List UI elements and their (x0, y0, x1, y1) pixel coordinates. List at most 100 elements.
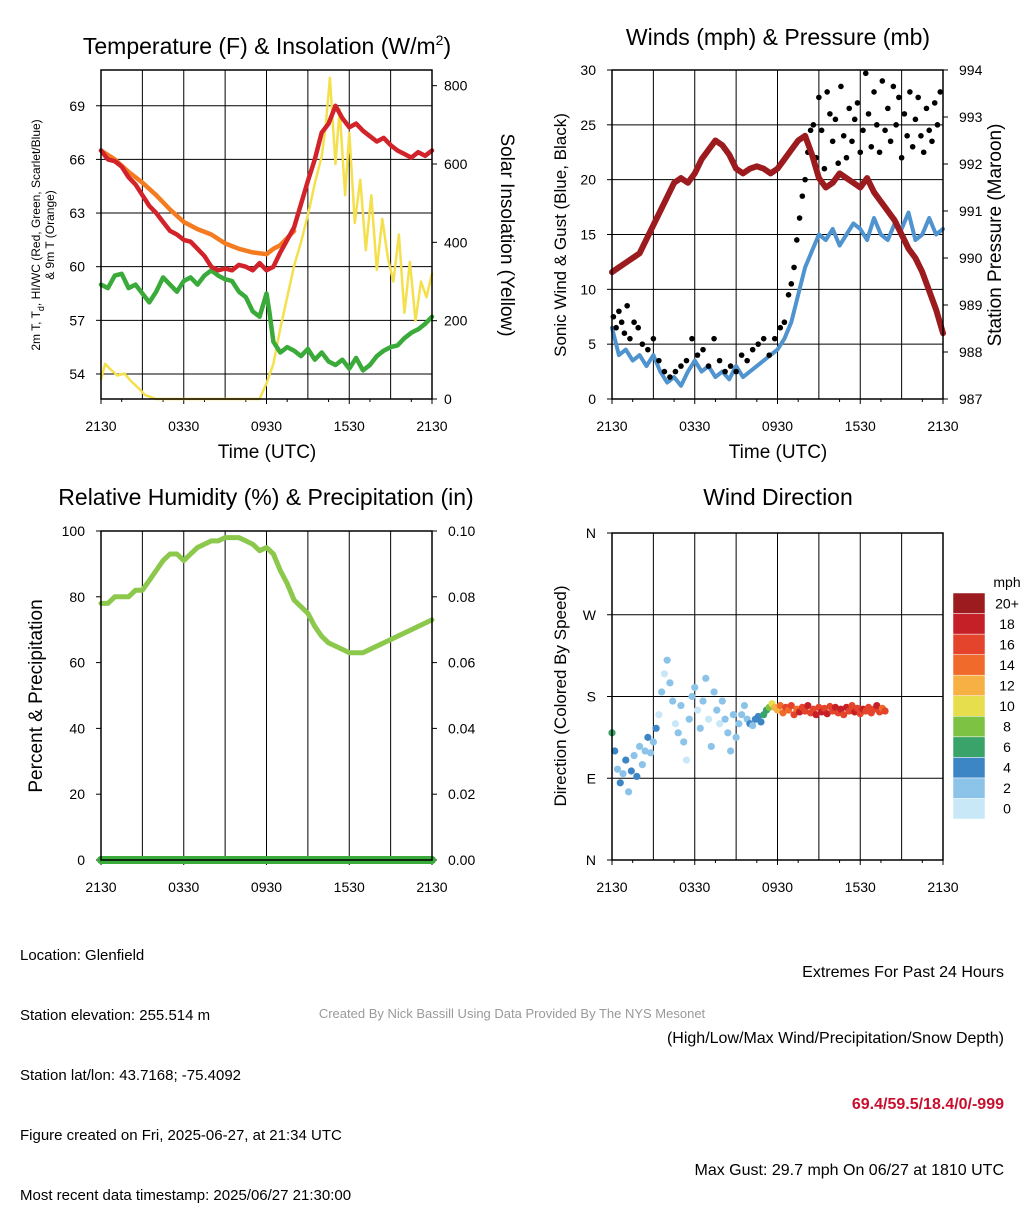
y-tick-label: 63 (69, 205, 85, 221)
wind-direction-point (696, 724, 704, 732)
y2-tick-label: 400 (444, 234, 468, 250)
wind-direction-point (823, 710, 831, 718)
wind-direction-point (704, 715, 713, 723)
gust-point (661, 368, 668, 375)
plot-frame (611, 532, 944, 861)
colorbar-tick-label: 18 (999, 616, 1015, 632)
wind-direction-point (669, 697, 677, 705)
wind-direction-point (864, 703, 873, 712)
x-tick-label: 1530 (845, 418, 876, 434)
wind-direction-point (685, 715, 693, 723)
gust-point (904, 133, 910, 139)
colorbar-swatch (952, 695, 986, 717)
gust-point (876, 149, 883, 156)
gust-point (785, 292, 792, 298)
gust-point (627, 335, 633, 342)
gust-point (887, 138, 894, 145)
x-tick-label: 2130 (596, 418, 627, 434)
y2-tick-label: 0.10 (448, 523, 475, 539)
gust-point (650, 335, 657, 342)
wind-direction-point (729, 711, 737, 719)
wind-direction-point (649, 738, 657, 746)
y2-tick-label: 0.08 (448, 589, 475, 605)
temperature-9m-line (98, 148, 297, 257)
y-tick-label: 25 (580, 117, 596, 133)
gust-point (874, 122, 880, 128)
y2-tick-label: 989 (959, 297, 983, 313)
wind-direction-point (831, 703, 840, 712)
y-tick-label: 40 (69, 720, 85, 736)
wind-direction-point (647, 749, 655, 757)
gust-point (700, 346, 706, 353)
gust-point (885, 105, 891, 112)
gust-point (635, 324, 642, 331)
temperature-2m-line (98, 103, 435, 273)
gust-point (862, 70, 869, 77)
gust-point (824, 89, 830, 95)
colorbar-tick-label: 2 (1003, 780, 1011, 796)
latlon-text: Station lat/lon: 43.7168; -75.4092 (20, 1067, 242, 1084)
gust-point (796, 215, 803, 221)
wind-direction-point (641, 747, 649, 755)
wind-direction-point (677, 701, 685, 710)
y-tick-label: 0 (588, 391, 596, 407)
wind-direction-point (820, 704, 828, 712)
colorbar-label: mph (993, 574, 1020, 590)
wind-direction-point (787, 701, 795, 710)
y-tick-label: 60 (69, 259, 85, 275)
location-text: Location: Glenfield (20, 947, 145, 964)
pressure-line (609, 132, 946, 337)
wind-direction-point (735, 720, 743, 728)
y2-tick-label: 992 (959, 156, 983, 172)
colorbar-swatch (952, 613, 986, 635)
gust-point (799, 193, 806, 199)
y-tick-label: 80 (69, 589, 85, 605)
gust-point (749, 346, 756, 353)
wind-direction-point (611, 747, 619, 755)
x-tick-label: 2130 (416, 879, 447, 895)
wind-direction-point (613, 765, 622, 773)
x-tick-label: 0330 (168, 879, 199, 895)
gust-point (882, 127, 888, 134)
wind-speed-line (610, 210, 945, 388)
wind-direction-point (727, 747, 735, 755)
y-tick-label: 10 (580, 281, 596, 297)
gust-point (733, 368, 739, 375)
gust-point (621, 330, 628, 337)
y-tick-label: 57 (69, 312, 85, 328)
gust-point (777, 324, 784, 331)
wind-direction-point (732, 733, 740, 741)
colorbar-tick-label: 14 (999, 657, 1015, 673)
gust-point (843, 154, 850, 161)
extremes-title: Extremes For Past 24 Hours (802, 964, 1004, 981)
gust-point (722, 368, 728, 375)
extremes-block: Extremes For Past 24 Hours (High/Low/Max… (667, 918, 1004, 1204)
gust-point (923, 105, 930, 112)
x-tick-label: 0330 (679, 879, 710, 895)
gust-point (716, 357, 723, 364)
colorbar-swatch (952, 674, 986, 696)
winds-xlabel: Time (UTC) (729, 442, 828, 463)
colorbar-tick-label: 16 (999, 636, 1015, 652)
y2-tick-label: 987 (959, 391, 983, 407)
y-tick-label: N (586, 525, 596, 541)
y-tick-label: 100 (62, 523, 86, 539)
wind-direction-point (644, 733, 652, 741)
wind-direction-point (624, 788, 633, 796)
y2-tick-label: 988 (959, 344, 983, 360)
wind-direction-point (633, 772, 641, 781)
gust-point (920, 149, 927, 156)
wind-direction-point (804, 701, 812, 710)
wind-direction-point (812, 711, 820, 719)
gust-point (667, 374, 673, 380)
colorbar-swatch (952, 654, 986, 676)
gust-point (838, 83, 844, 90)
gust-point (893, 122, 899, 128)
colorbar-swatch (952, 736, 986, 758)
gust-point (835, 160, 841, 167)
gust-point (788, 281, 795, 287)
colorbar-tick-label: 6 (1003, 739, 1011, 755)
wind-direction-point (666, 679, 674, 687)
wind-direction-point (757, 718, 765, 726)
colorbar-tick-label: 12 (999, 677, 1015, 693)
